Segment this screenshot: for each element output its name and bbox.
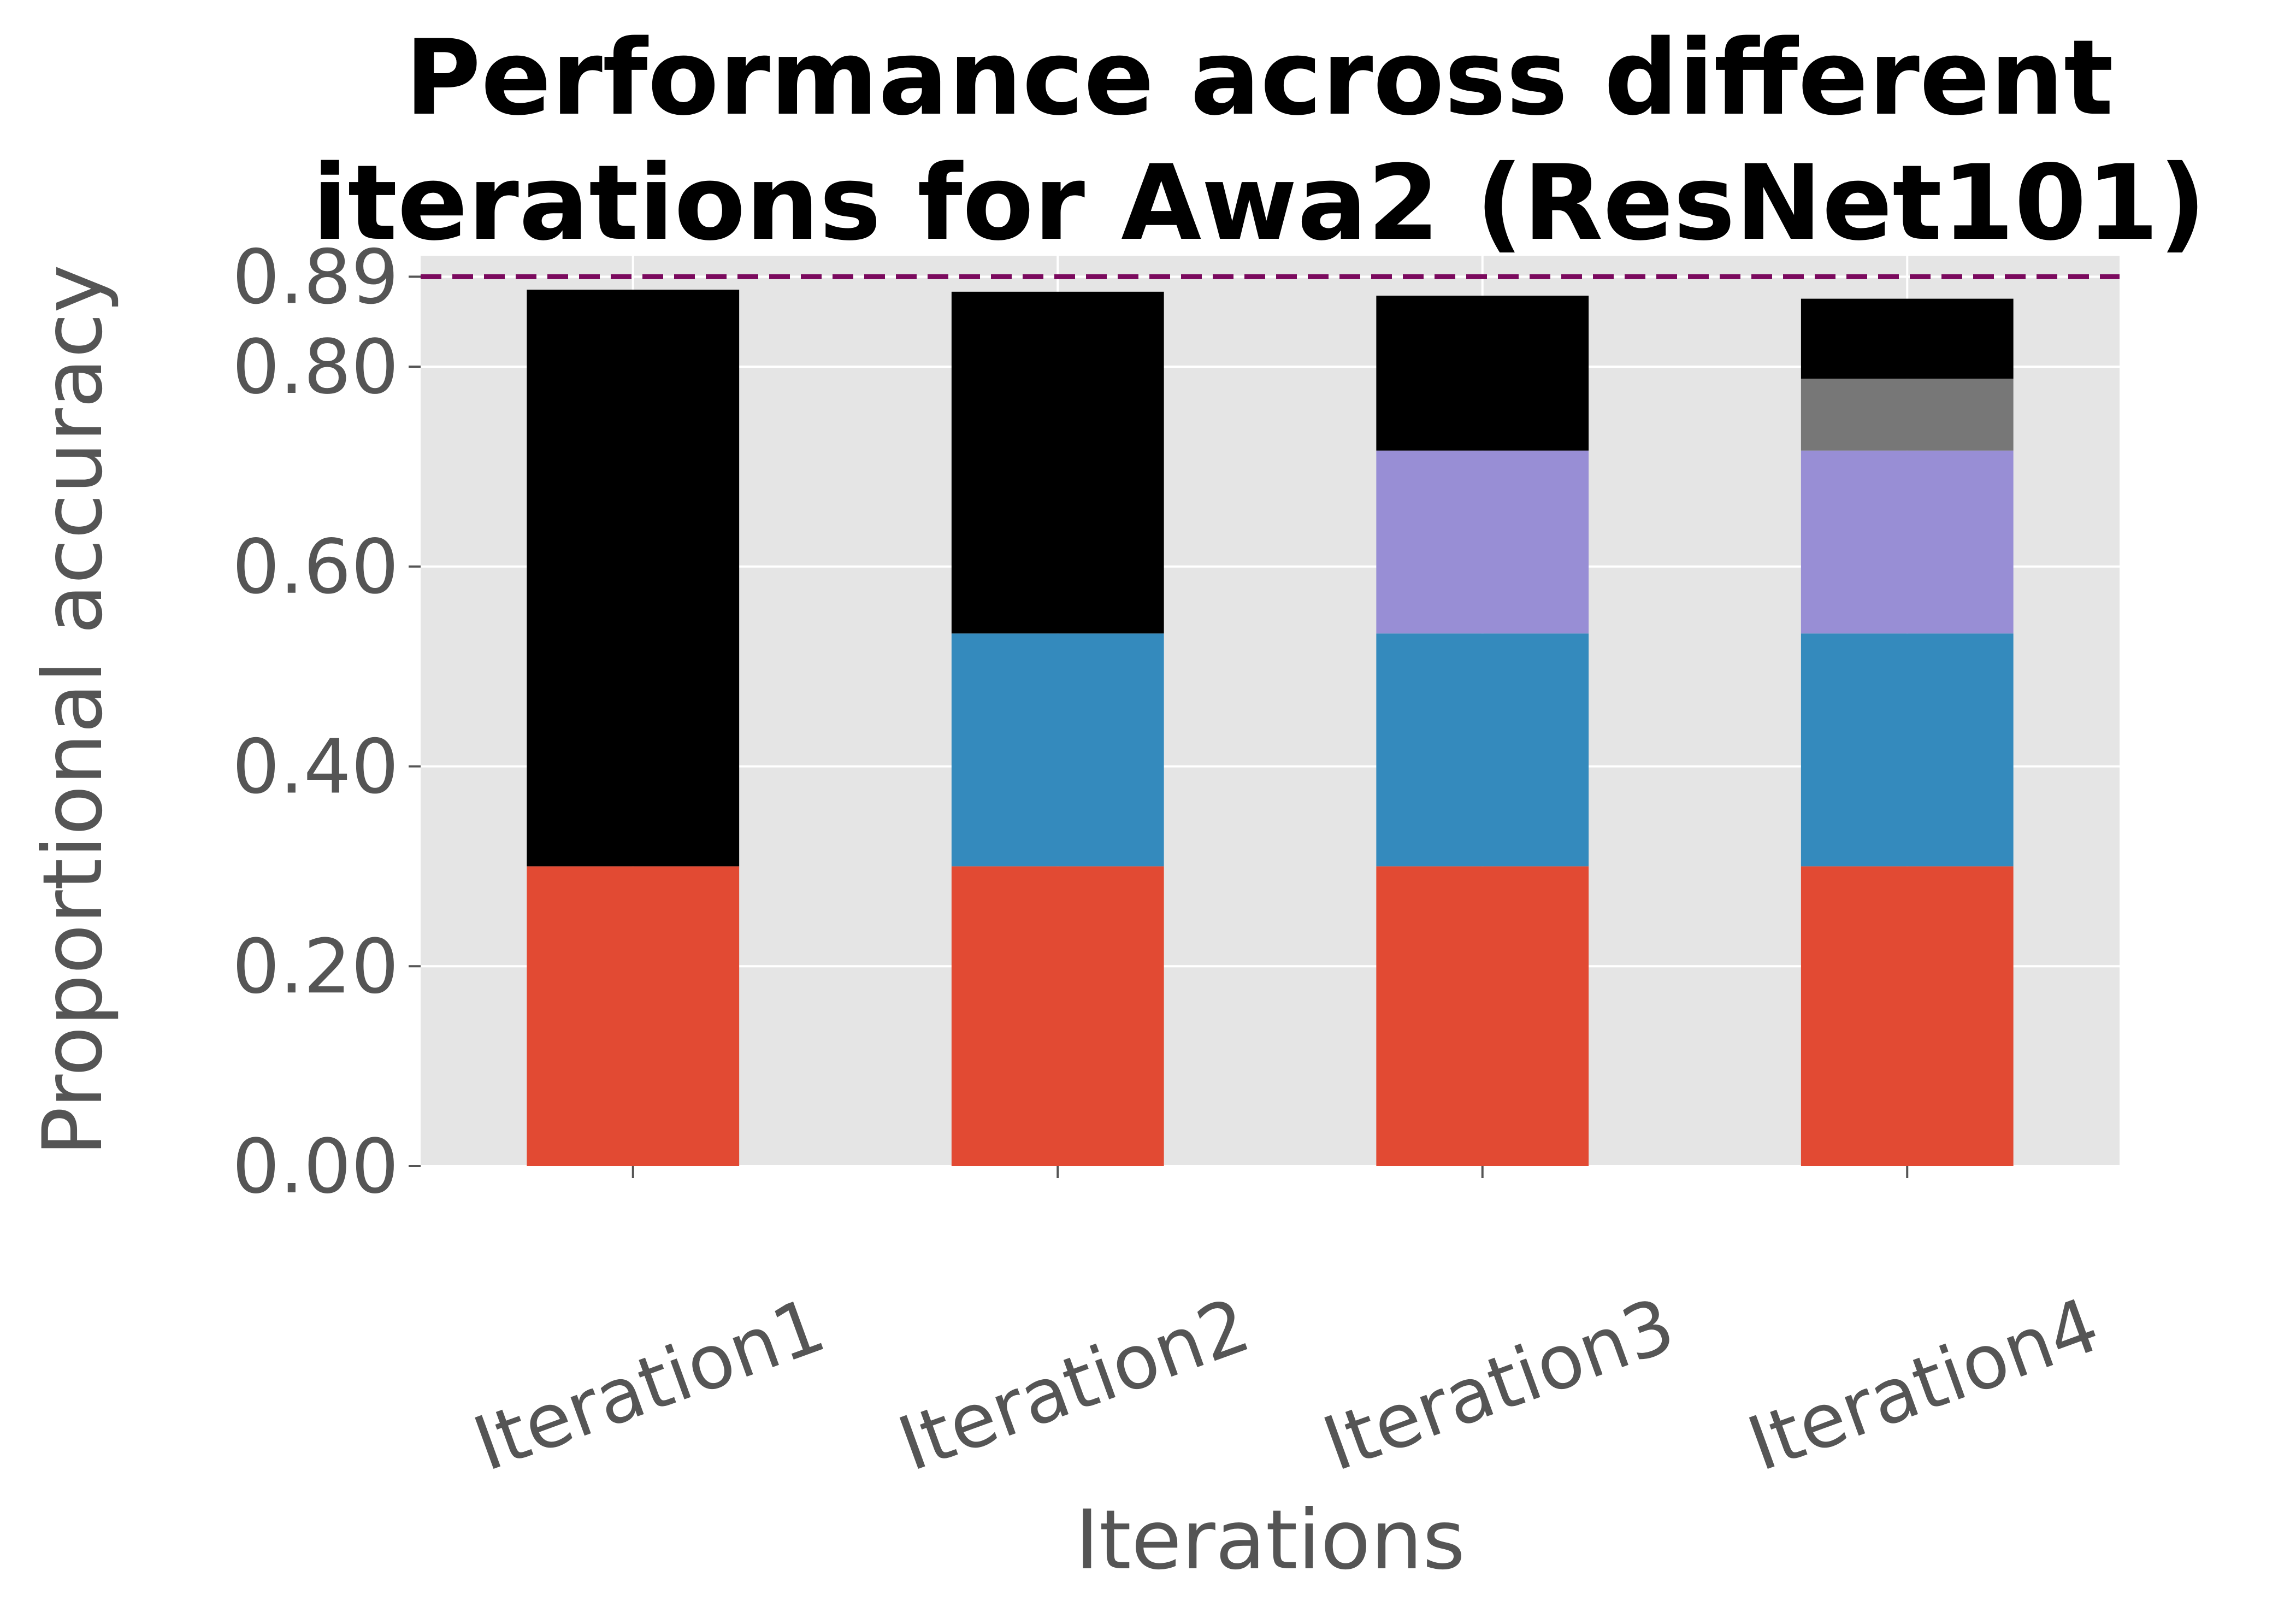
bar-segment5-iteration1 [527, 290, 740, 867]
bar-segment3-iteration3 [1376, 450, 1589, 634]
bar-segment2-iteration4 [1801, 633, 2014, 867]
y-tick-label: 0.80 [232, 324, 399, 411]
y-tick-label: 0.40 [232, 723, 399, 810]
y-tick-label: 0.00 [232, 1123, 399, 1210]
x-axis-label: Iterations [1075, 1493, 1465, 1588]
bars [527, 290, 2014, 1166]
chart-title-line-2: iterations for Awa2 (ResNet101) [312, 143, 2206, 263]
y-axis: 0.00 0.20 0.40 0.60 0.800.89 [232, 234, 421, 1210]
bar-segment1-iteration2 [951, 866, 1164, 1166]
x-tick-label: Iteration1 [463, 1282, 836, 1489]
y-tick-label: 0.60 [232, 524, 399, 611]
y-tick-label: 0.89 [232, 234, 399, 321]
bar-segment5-iteration3 [1376, 296, 1589, 451]
chart-title-line-1: Performance across different [405, 17, 2114, 138]
bar-segment2-iteration2 [951, 633, 1164, 867]
x-tick-label: Iteration3 [1313, 1282, 1685, 1489]
x-axis: Iteration1 Iteration2 Iteration3 Iteration4 [463, 1166, 2110, 1489]
bar-segment1-iteration3 [1376, 866, 1589, 1166]
bar-segment5-iteration4 [1801, 298, 2014, 379]
bar-segment2-iteration3 [1376, 633, 1589, 867]
y-axis-label: Proportional accuracy [26, 264, 121, 1156]
bar-segment5-iteration2 [951, 291, 1164, 634]
bar-segment1-iteration4 [1801, 866, 2014, 1166]
bar-segment3-iteration4 [1801, 450, 2014, 634]
bar-segment1-iteration1 [527, 866, 740, 1166]
x-tick-label: Iteration2 [888, 1282, 1260, 1489]
x-tick-label: Iteration4 [1737, 1282, 2110, 1489]
bar-segment4-iteration4 [1801, 378, 2014, 451]
y-tick-label: 0.20 [232, 923, 399, 1010]
